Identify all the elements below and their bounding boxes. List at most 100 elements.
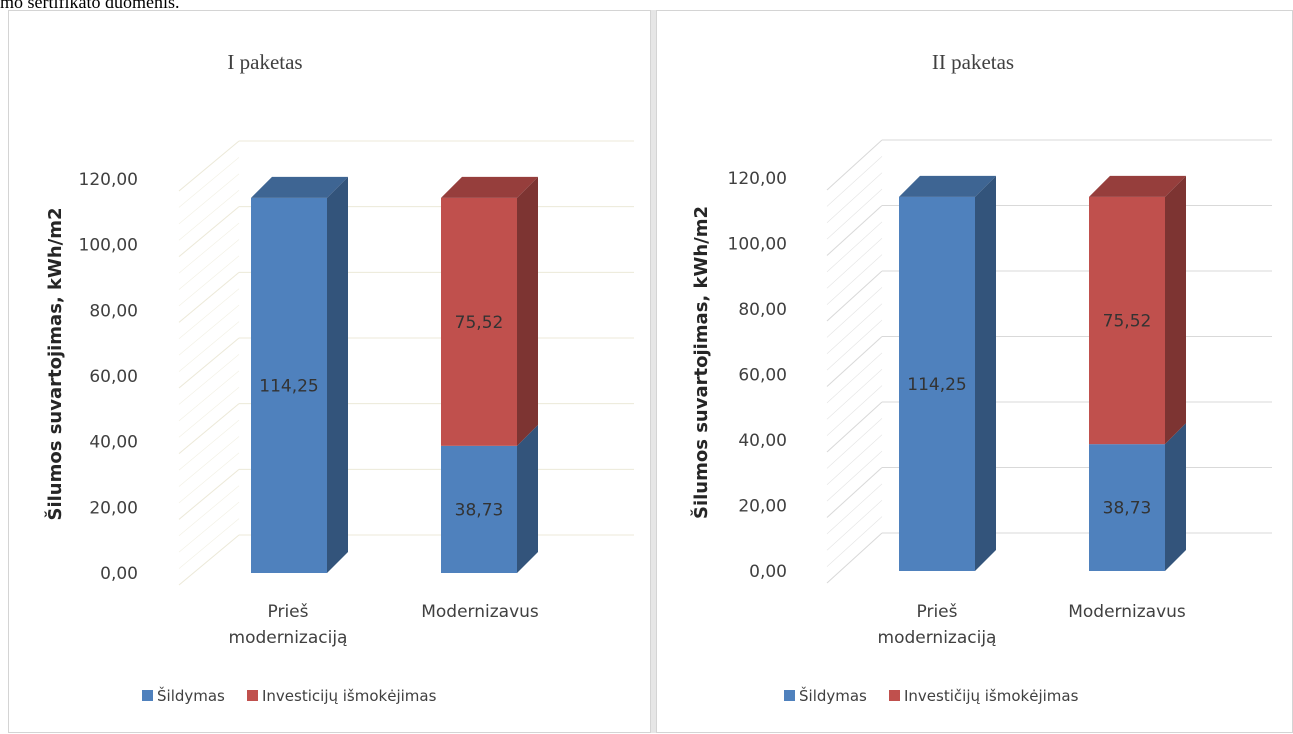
chart-title: I paketas <box>227 50 302 74</box>
gridline-minor <box>826 434 883 485</box>
category-label: Modernizavus <box>1068 602 1186 622</box>
gridline-minor <box>178 518 240 569</box>
gridline-minor <box>178 222 240 274</box>
bar-front <box>1089 444 1165 571</box>
bar-front <box>441 197 517 446</box>
gridline-minor <box>826 172 883 223</box>
gridline-minor <box>178 501 240 553</box>
y-tick-label: 20,00 <box>738 497 787 517</box>
bar-top <box>899 175 996 197</box>
gridline-depth <box>826 467 883 518</box>
gridline-minor <box>826 156 883 207</box>
gridline-depth <box>178 468 240 520</box>
gridline-minor <box>826 254 883 305</box>
y-tick-label: 120,00 <box>728 169 787 189</box>
gridline-minor <box>826 516 883 567</box>
legend-swatch <box>784 690 795 701</box>
y-tick-label: 40,00 <box>738 431 787 451</box>
bar-segment <box>899 175 996 572</box>
gridline-minor <box>826 500 883 551</box>
legend-swatch <box>889 690 900 701</box>
gridline-minor <box>178 354 240 405</box>
gridline-depth <box>178 534 240 586</box>
y-tick-label: 80,00 <box>89 301 138 321</box>
bar-top <box>441 176 538 198</box>
gridline-depth <box>826 532 883 584</box>
header-text: mo sertifikato duomenis. <box>0 0 180 12</box>
data-label: 75,52 <box>1103 311 1152 331</box>
gridline-minor <box>826 450 883 502</box>
bar-segment <box>251 176 348 574</box>
gridline-depth <box>178 271 240 323</box>
gridline-depth <box>826 401 883 453</box>
gridline-minor <box>826 238 883 289</box>
gridline-minor <box>178 157 240 208</box>
y-tick-label: 60,00 <box>89 367 138 387</box>
y-tick-label: 40,00 <box>89 433 138 453</box>
gridlines <box>826 139 1272 584</box>
gridlines <box>178 140 634 586</box>
y-tick-label: 0,00 <box>749 562 787 582</box>
bar-segment <box>1089 175 1186 445</box>
y-tick-label: 120,00 <box>79 170 138 190</box>
legend-label: Šildymas <box>799 686 867 705</box>
category-label-line: Prieš <box>917 602 958 622</box>
legend-label: Investičijų išmokėjimas <box>904 687 1079 705</box>
bar-top <box>1089 175 1186 197</box>
gridline-depth <box>178 206 240 258</box>
bar-side <box>975 175 996 572</box>
bar-front <box>899 196 975 572</box>
gridline-minor <box>826 287 883 338</box>
data-label: 75,52 <box>455 313 504 333</box>
legend-swatch <box>142 690 153 701</box>
data-label: 38,73 <box>1103 499 1152 519</box>
gridline-minor <box>826 369 883 420</box>
bar-side <box>1165 423 1186 571</box>
gridline-depth <box>826 270 883 322</box>
gridline-minor <box>826 385 883 436</box>
y-tick-label: 60,00 <box>738 366 787 386</box>
bar-front <box>251 197 327 574</box>
legend-swatch <box>247 690 258 701</box>
gridline-depth <box>178 140 240 192</box>
gridline-depth <box>826 139 883 191</box>
gridline-minor <box>826 303 883 354</box>
category-label-line: Modernizavus <box>1068 602 1186 622</box>
gridline-minor <box>178 419 240 471</box>
y-tick-label: 100,00 <box>79 236 138 256</box>
chart-title: II paketas <box>932 50 1014 74</box>
gridline-minor <box>178 370 240 422</box>
bar-side <box>517 176 538 446</box>
gridline-minor <box>826 319 883 371</box>
bar-segment <box>1089 423 1186 571</box>
category-label: Prieš modernizaciją <box>878 602 997 648</box>
gridline-minor <box>178 387 240 438</box>
gridline-minor <box>178 452 240 504</box>
bar-side <box>327 176 348 574</box>
legend: Šildymas Investicijų išmokėjimas <box>142 686 437 705</box>
bar-front <box>1089 196 1165 445</box>
data-label: 114,25 <box>907 375 966 395</box>
bar-side <box>517 424 538 573</box>
gridline-minor <box>178 239 240 290</box>
gridline-minor <box>826 418 883 469</box>
gridline-depth <box>826 336 883 387</box>
gridline-minor <box>178 173 240 225</box>
category-label-line: modernizaciją <box>878 628 997 648</box>
gridline-minor <box>826 352 883 404</box>
category-label: Modernizavus <box>421 602 539 622</box>
gridline-minor <box>826 188 883 240</box>
y-tick-label: 0,00 <box>100 564 138 584</box>
y-tick-label: 80,00 <box>738 300 787 320</box>
chart-1-svg: I paketas 0,00 20,00 40,00 60,00 80,00 100,00 1… <box>44 50 634 705</box>
y-tick-label: 20,00 <box>89 498 138 518</box>
category-label-line: Prieš <box>268 602 309 622</box>
gridline-depth <box>826 205 883 256</box>
y-tick-label: 100,00 <box>728 235 787 255</box>
gridline-minor <box>178 485 240 536</box>
bar-top <box>251 176 348 198</box>
gridline-minor <box>826 483 883 535</box>
legend: Šildymas Investičijų išmokėjimas <box>784 686 1079 705</box>
bar-segment <box>441 424 538 573</box>
chart-panel-2: II paketas 0,00 20,00 40,00 60,00 80,00 100,00… <box>656 10 1293 733</box>
